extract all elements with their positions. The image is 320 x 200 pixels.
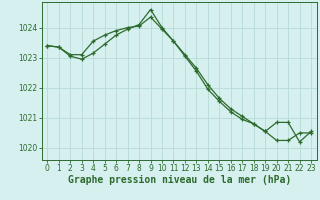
X-axis label: Graphe pression niveau de la mer (hPa): Graphe pression niveau de la mer (hPa): [68, 175, 291, 185]
